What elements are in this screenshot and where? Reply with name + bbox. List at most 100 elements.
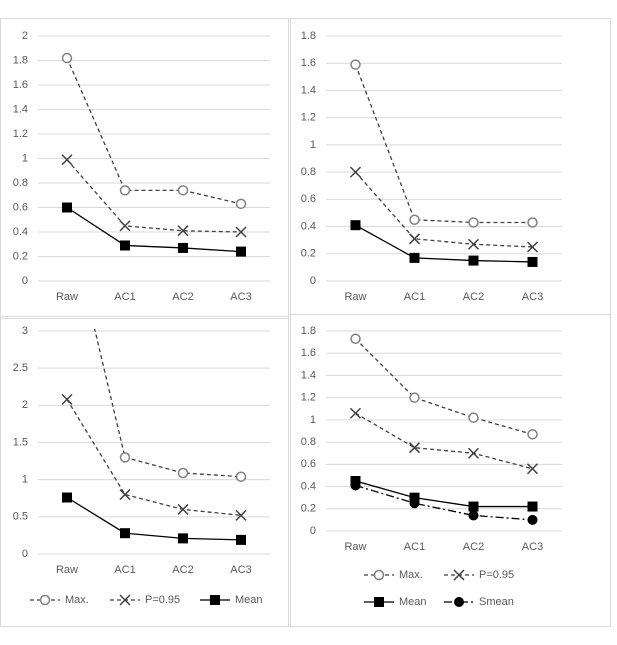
marker bbox=[527, 256, 538, 267]
y-tick-label: 0.2 bbox=[301, 503, 316, 515]
marker bbox=[468, 217, 479, 228]
series-line bbox=[66, 496, 242, 541]
marker bbox=[177, 503, 189, 515]
y-tick-label: 0.4 bbox=[13, 226, 28, 238]
series-line bbox=[355, 171, 533, 248]
y-tick-label: 1.8 bbox=[301, 30, 316, 42]
marker bbox=[235, 198, 247, 210]
marker bbox=[350, 220, 361, 231]
x-tick-label: AC3 bbox=[522, 291, 543, 303]
marker bbox=[119, 220, 131, 232]
x-tick-label: AC2 bbox=[463, 291, 484, 303]
marker bbox=[120, 240, 130, 251]
legend-label: Mean bbox=[399, 596, 427, 608]
marker bbox=[119, 489, 131, 501]
x-tick-label: AC3 bbox=[230, 291, 251, 303]
y-tick-label: 1.6 bbox=[301, 57, 316, 69]
series-line bbox=[355, 224, 533, 263]
y-tick-label: 0.6 bbox=[13, 201, 28, 213]
y-tick-label: 0.5 bbox=[13, 511, 28, 523]
marker bbox=[177, 185, 189, 196]
marker bbox=[350, 480, 361, 491]
marker bbox=[349, 407, 362, 419]
marker bbox=[467, 238, 480, 250]
legend-label: Mean bbox=[235, 594, 263, 606]
panel-frame bbox=[290, 314, 611, 627]
marker bbox=[468, 412, 479, 423]
panel-frame bbox=[0, 316, 289, 627]
marker bbox=[177, 467, 189, 479]
y-tick-label: 0 bbox=[22, 548, 28, 560]
x-tick-label: AC2 bbox=[463, 541, 484, 553]
y-tick-label: 0.2 bbox=[301, 248, 316, 260]
y-tick-label: 0.4 bbox=[301, 220, 316, 232]
marker bbox=[374, 597, 384, 607]
marker bbox=[177, 225, 189, 237]
y-tick-label: 2.5 bbox=[13, 362, 28, 374]
plot bbox=[61, 52, 247, 257]
marker bbox=[39, 594, 51, 606]
marker bbox=[350, 333, 361, 345]
marker bbox=[350, 59, 361, 70]
marker bbox=[408, 233, 421, 245]
x-tick-label: Raw bbox=[344, 541, 366, 553]
marker bbox=[467, 447, 480, 459]
marker bbox=[373, 569, 385, 581]
y-tick-label: 0.6 bbox=[301, 458, 316, 470]
marker bbox=[61, 393, 73, 405]
marker bbox=[61, 52, 73, 64]
marker bbox=[526, 463, 539, 475]
marker bbox=[409, 392, 420, 403]
y-tick-label: 1 bbox=[310, 414, 316, 426]
legend-label: P=0.95 bbox=[479, 569, 514, 581]
marker bbox=[235, 226, 247, 238]
legend-label: Max. bbox=[65, 594, 89, 606]
marker bbox=[468, 255, 479, 266]
marker bbox=[236, 534, 246, 545]
marker bbox=[527, 429, 538, 440]
marker bbox=[119, 594, 131, 606]
marker bbox=[409, 498, 420, 509]
marker bbox=[236, 246, 246, 257]
x-tick-label: AC2 bbox=[172, 564, 193, 576]
x-tick-label: Raw bbox=[56, 564, 78, 576]
x-tick-label: AC3 bbox=[230, 564, 251, 576]
marker bbox=[527, 514, 538, 525]
series-line bbox=[355, 484, 533, 521]
y-tick-label: 1.4 bbox=[301, 84, 316, 96]
x-tick-label: AC1 bbox=[114, 291, 135, 303]
marker bbox=[468, 510, 479, 521]
y-tick-label: 1 bbox=[310, 139, 316, 151]
series-line bbox=[354, 64, 533, 224]
y-tick-label: 2 bbox=[22, 399, 28, 411]
marker bbox=[409, 492, 420, 503]
y-tick-label: 1 bbox=[22, 152, 28, 164]
series-line bbox=[66, 399, 242, 516]
marker bbox=[61, 154, 73, 166]
legend-label: Smean bbox=[479, 596, 514, 608]
y-tick-label: 0.8 bbox=[301, 436, 316, 448]
x-tick-label: Raw bbox=[344, 291, 366, 303]
y-tick-label: 1.4 bbox=[301, 369, 316, 381]
series-line bbox=[66, 57, 242, 205]
y-tick-label: 1.2 bbox=[13, 128, 28, 140]
y-tick-label: 1.4 bbox=[13, 103, 28, 115]
marker bbox=[349, 166, 362, 178]
marker bbox=[409, 252, 420, 263]
plot bbox=[349, 333, 539, 525]
marker bbox=[178, 533, 188, 544]
y-tick-label: 1.5 bbox=[13, 436, 28, 448]
y-tick-label: 1.8 bbox=[13, 54, 28, 66]
marker bbox=[453, 569, 465, 581]
marker bbox=[408, 442, 421, 454]
marker bbox=[62, 492, 72, 503]
legend-label: P=0.95 bbox=[145, 594, 180, 606]
marker bbox=[527, 501, 538, 512]
panel-frame bbox=[0, 18, 289, 319]
y-tick-label: 2 bbox=[22, 30, 28, 42]
y-tick-label: 1.8 bbox=[301, 325, 316, 337]
marker bbox=[119, 185, 131, 196]
y-tick-label: 1 bbox=[22, 474, 28, 486]
x-tick-label: AC1 bbox=[404, 541, 425, 553]
